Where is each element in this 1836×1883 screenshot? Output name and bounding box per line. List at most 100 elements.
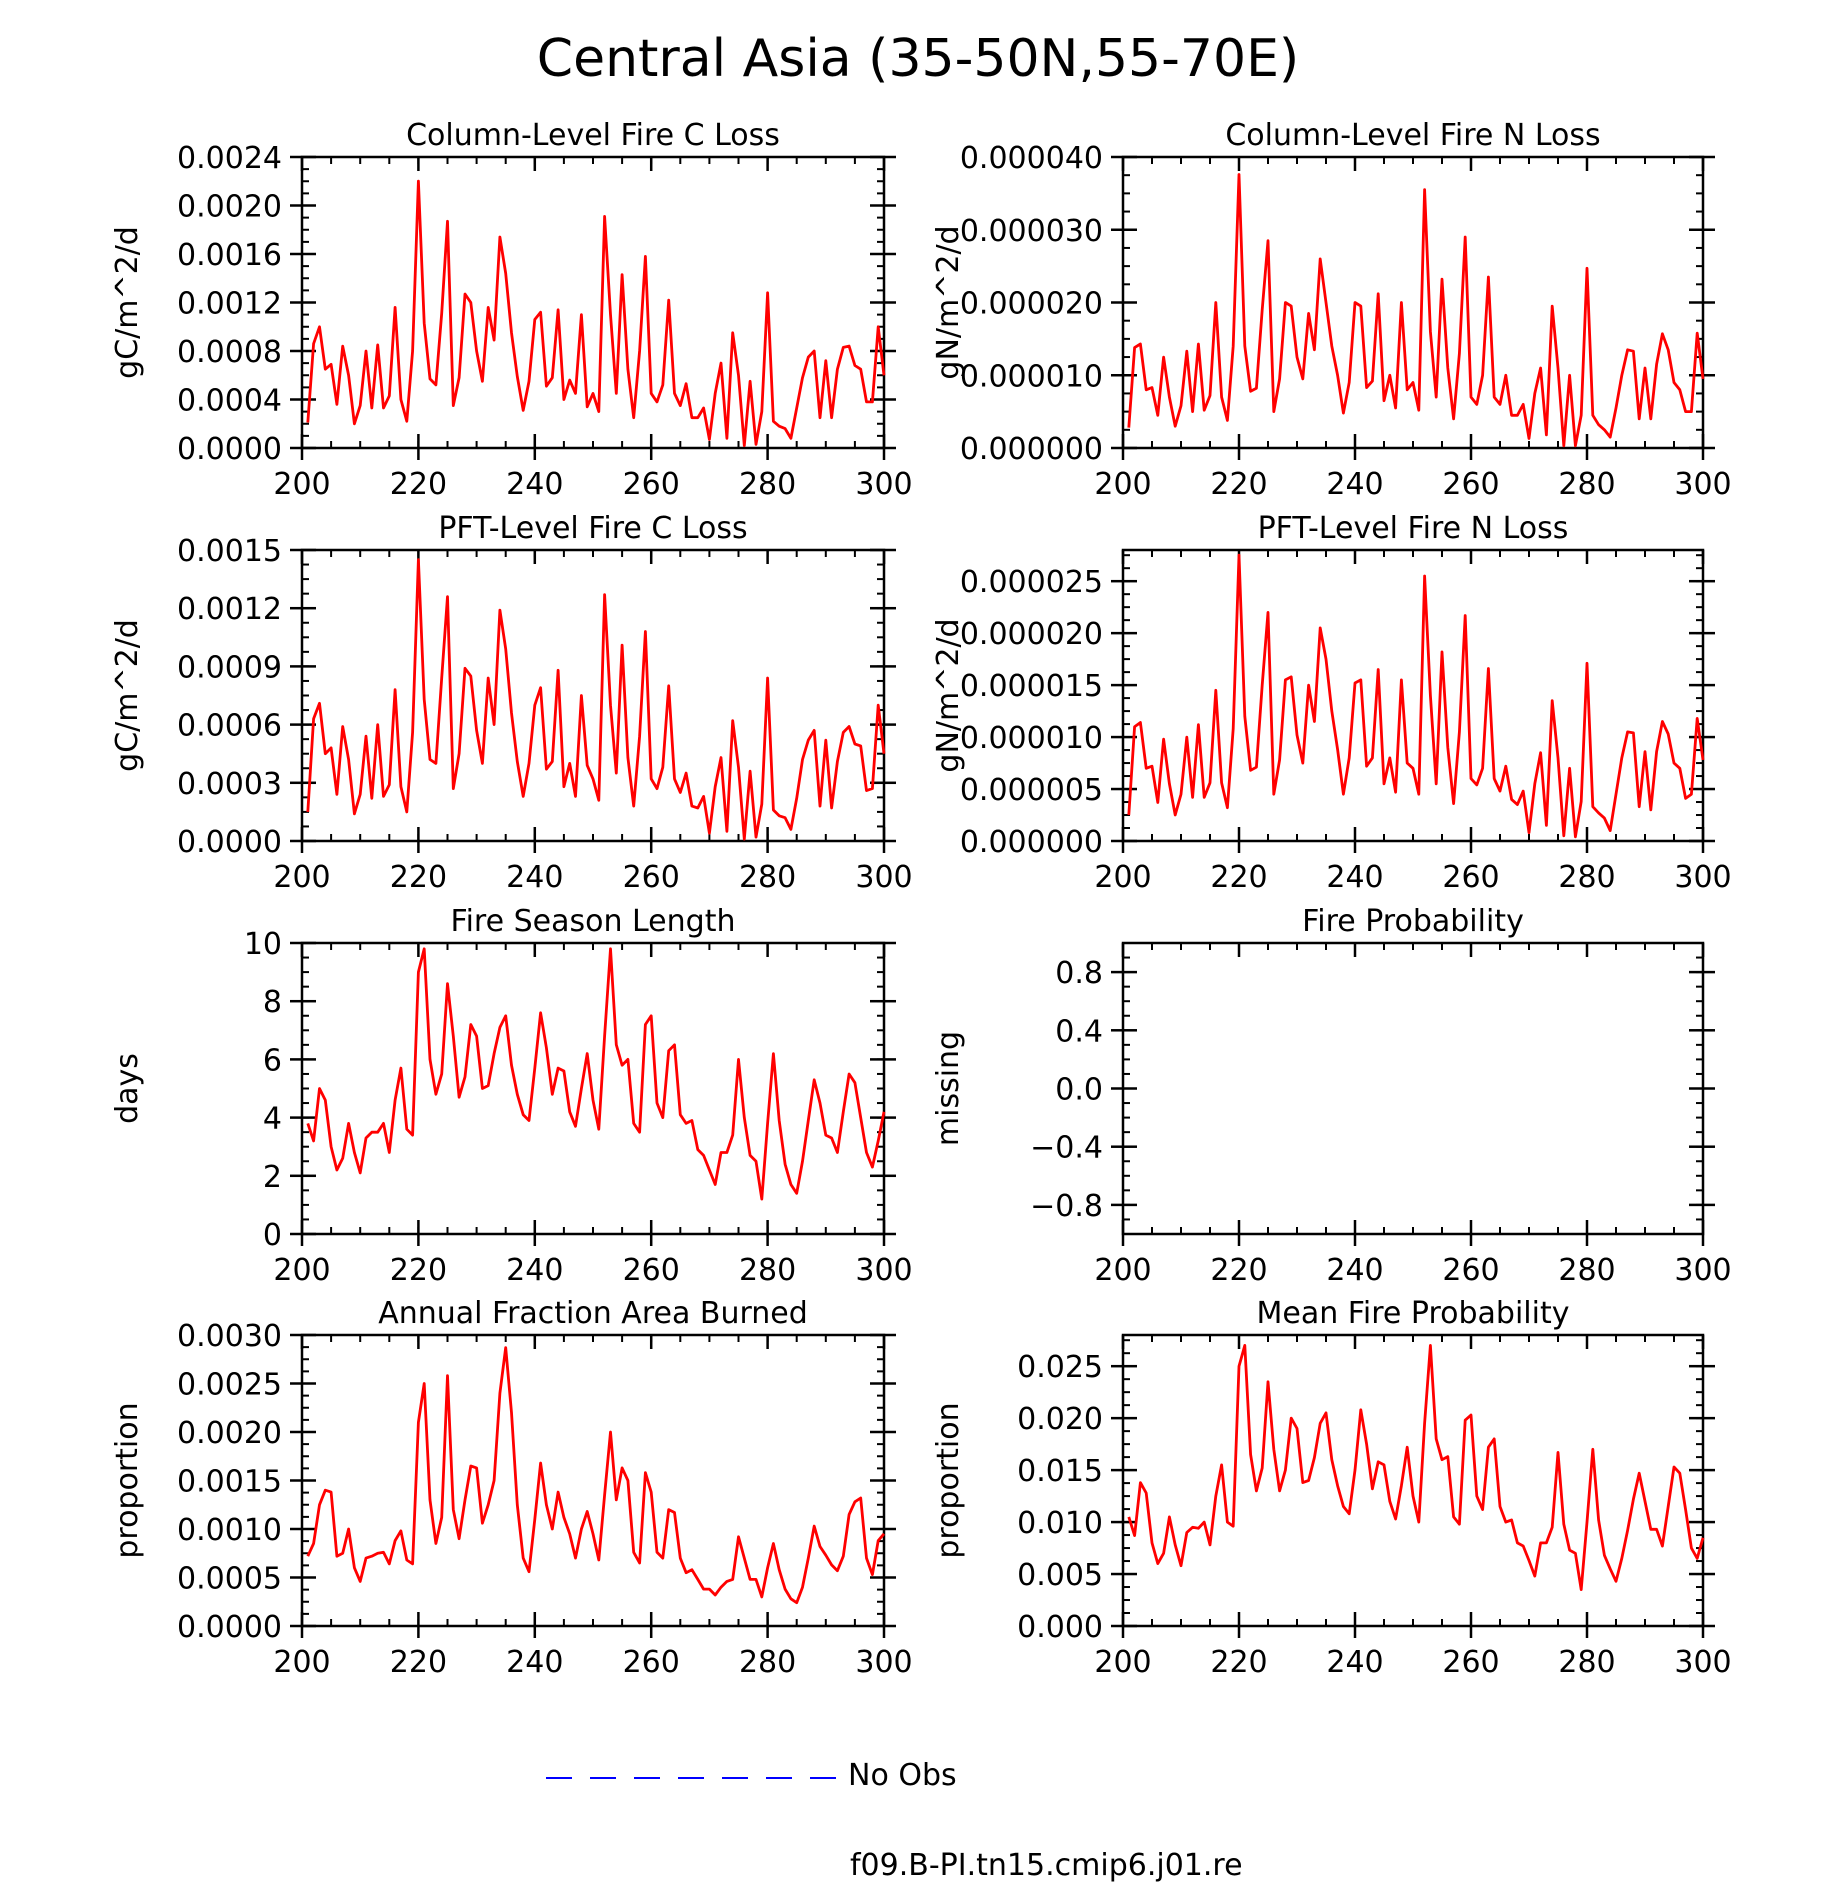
y-axis-label: days <box>110 1053 145 1124</box>
y-tick-label: 0.0016 <box>177 238 282 273</box>
panel-title: PFT-Level Fire C Loss <box>438 511 747 546</box>
y-tick-label: 0.0000 <box>177 1610 282 1645</box>
y-tick-label: 0.0 <box>1055 1073 1103 1108</box>
y-tick-label: 0.000000 <box>960 432 1103 467</box>
y-tick-label: 0.0020 <box>177 190 282 225</box>
x-tick-label: 260 <box>1442 1645 1499 1680</box>
y-tick-label: 4 <box>263 1102 282 1137</box>
x-tick-label: 280 <box>739 467 796 502</box>
legend-label-no-obs: No Obs <box>848 1758 957 1793</box>
x-tick-label: 220 <box>390 860 447 895</box>
x-tick-label: 200 <box>1094 1253 1151 1288</box>
panel-title: PFT-Level Fire N Loss <box>1258 511 1569 546</box>
y-tick-label: 0.0015 <box>177 534 282 569</box>
x-tick-label: 200 <box>273 1253 330 1288</box>
chart-panel-4: PFT-Level Fire N Loss gN/m^2/d 200 220 240 26… <box>931 511 1732 895</box>
chart-panel-3: PFT-Level Fire C Loss gC/m^2/d 200 220 240 26… <box>110 511 913 895</box>
y-axis-label: proportion <box>110 1402 145 1558</box>
legend <box>546 1777 843 1779</box>
y-tick-label: 0.0010 <box>177 1513 282 1548</box>
y-tick-label: 0.8 <box>1055 956 1103 991</box>
y-tick-label: 0.0015 <box>177 1465 282 1500</box>
x-tick-label: 300 <box>855 467 912 502</box>
x-tick-label: 260 <box>1442 1253 1499 1288</box>
y-tick-label: 0.000010 <box>960 359 1103 394</box>
y-axis-label: missing <box>931 1031 966 1146</box>
x-tick-label: 260 <box>623 1645 680 1680</box>
x-tick-label: 200 <box>273 467 330 502</box>
x-tick-label: 240 <box>506 860 563 895</box>
x-tick-label: 280 <box>1558 467 1615 502</box>
y-tick-label: 0.000010 <box>960 721 1103 756</box>
series-line-1 <box>306 558 886 841</box>
y-tick-label: 10 <box>244 927 282 962</box>
y-tick-label: 0.000015 <box>960 669 1103 704</box>
y-tick-label: 0.020 <box>1017 1402 1103 1437</box>
y-axis-label: proportion <box>931 1402 966 1558</box>
x-tick-label: 240 <box>506 467 563 502</box>
y-tick-label: 0.000020 <box>960 617 1103 652</box>
x-tick-label: 280 <box>1558 1645 1615 1680</box>
y-tick-label: 0.000005 <box>960 773 1103 808</box>
y-tick-label: 6 <box>263 1043 282 1078</box>
y-tick-label: 0.000025 <box>960 565 1103 600</box>
y-tick-label: 0.0025 <box>177 1368 282 1403</box>
x-tick-label: 220 <box>1210 1645 1267 1680</box>
y-tick-label: 0.000020 <box>960 287 1103 322</box>
y-tick-label: 0.0012 <box>177 287 282 322</box>
panel-title: Fire Season Length <box>451 904 736 939</box>
series-line-1 <box>306 1346 886 1605</box>
y-axis-label: gN/m^2/d <box>931 618 966 772</box>
y-tick-label: 0.005 <box>1017 1558 1103 1593</box>
legend-label-model: f09.B-PI.tn15.cmip6.j01.re <box>850 1848 1243 1883</box>
y-tick-label: 0.0000 <box>177 825 282 860</box>
x-tick-label: 300 <box>1674 1645 1731 1680</box>
plot-frame <box>300 1333 886 1628</box>
x-tick-label: 280 <box>1558 860 1615 895</box>
x-tick-label: 300 <box>1674 467 1731 502</box>
chart-panel-2: Column-Level Fire N Loss gN/m^2/d 200 220 24… <box>931 118 1732 502</box>
x-tick-label: 240 <box>1326 860 1383 895</box>
x-tick-label: 200 <box>273 860 330 895</box>
y-tick-label: 0.0009 <box>177 650 282 685</box>
y-axis-label: gC/m^2/d <box>110 619 145 772</box>
y-tick-label: −0.4 <box>1030 1131 1103 1166</box>
panel-title: Annual Fraction Area Burned <box>378 1296 808 1331</box>
series-line-1 <box>1127 1344 1705 1591</box>
chart-panel-8: Mean Fire Probability proportion 200 220 240… <box>931 1296 1732 1680</box>
y-tick-label: 0.0004 <box>177 384 282 419</box>
panel-title: Column-Level Fire C Loss <box>406 118 780 153</box>
series-line-1 <box>306 947 886 1201</box>
y-tick-label: 0.0024 <box>177 141 282 176</box>
x-tick-label: 200 <box>1094 467 1151 502</box>
x-tick-label: 240 <box>506 1253 563 1288</box>
y-tick-label: −0.8 <box>1030 1189 1103 1224</box>
x-tick-label: 220 <box>390 467 447 502</box>
x-tick-label: 260 <box>1442 860 1499 895</box>
panel-title: Fire Probability <box>1302 904 1524 939</box>
series-line-1 <box>1127 173 1705 448</box>
x-tick-label: 300 <box>855 1253 912 1288</box>
y-tick-label: 0.025 <box>1017 1350 1103 1385</box>
y-tick-label: 0.000030 <box>960 214 1103 249</box>
y-axis-label: gN/m^2/d <box>931 225 966 379</box>
x-tick-label: 220 <box>390 1253 447 1288</box>
y-tick-label: 0.0005 <box>177 1562 282 1597</box>
x-tick-label: 200 <box>1094 860 1151 895</box>
panels: Column-Level Fire C Loss gC/m^2/d 200 220 24… <box>110 118 1732 1680</box>
y-axis-label: gC/m^2/d <box>110 226 145 379</box>
x-tick-label: 240 <box>1326 1645 1383 1680</box>
x-tick-label: 300 <box>855 860 912 895</box>
y-tick-label: 0.0000 <box>177 432 282 467</box>
x-tick-label: 220 <box>1210 467 1267 502</box>
chart-panel-7: Annual Fraction Area Burned proportion 200… <box>110 1296 913 1680</box>
x-tick-label: 220 <box>1210 860 1267 895</box>
y-tick-label: 0.010 <box>1017 1506 1103 1541</box>
x-tick-label: 260 <box>623 1253 680 1288</box>
x-tick-label: 240 <box>506 1645 563 1680</box>
x-tick-label: 300 <box>855 1645 912 1680</box>
y-tick-label: 0 <box>263 1218 282 1253</box>
y-tick-label: 0.0030 <box>177 1319 282 1354</box>
x-tick-label: 280 <box>739 1645 796 1680</box>
